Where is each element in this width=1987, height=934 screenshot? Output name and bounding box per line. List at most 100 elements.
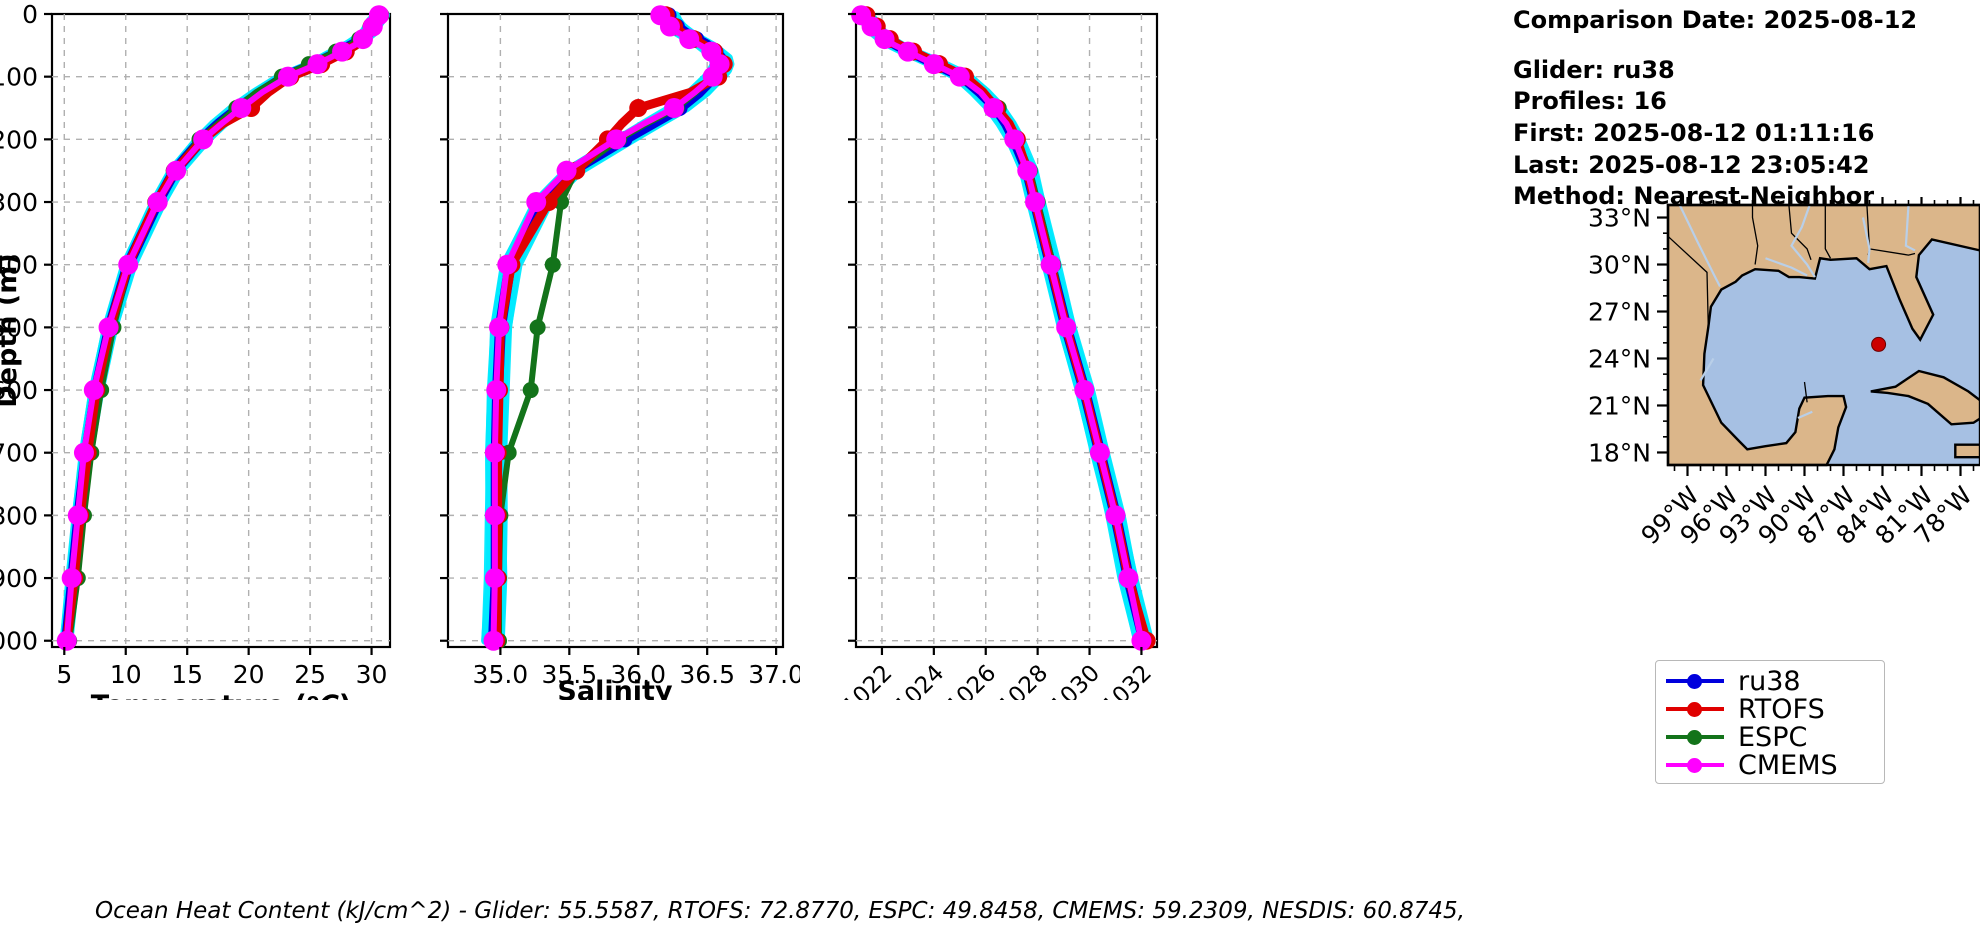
series-marker-cmems [277, 66, 298, 87]
series-marker-cmems [1131, 630, 1152, 651]
x-tick-label: 1030 [1045, 660, 1105, 700]
axis-title-superscript: o [307, 690, 319, 700]
series-marker-cmems [484, 505, 505, 526]
series-marker-cmems [61, 568, 82, 589]
comparison-date-text: Comparison Date: 2025-08-12 [1513, 6, 1918, 34]
glider-location-marker [1871, 336, 1887, 352]
y-tick-label: 300 [0, 188, 38, 217]
map-y-tick-label: 21°N [1588, 391, 1651, 420]
legend: ru38 RTOFS ESPC CMEMS [1655, 660, 1885, 784]
series-marker-cmems [497, 254, 518, 275]
map-river [1797, 410, 1813, 420]
map-state-border [1667, 235, 1709, 328]
y-tick-label: 100 [0, 63, 38, 92]
x-tick-label: 1022 [838, 660, 898, 700]
last-timestamp-text: Last: 2025-08-12 23:05:42 [1513, 150, 1870, 179]
series-marker-cmems [949, 66, 970, 87]
series-marker-cmems [486, 380, 507, 401]
plot-frame [50, 12, 392, 649]
x-tick-label: 10 [110, 660, 142, 689]
spacer [1513, 37, 1917, 55]
series-marker-cmems [484, 568, 505, 589]
map-river [1861, 217, 1871, 264]
series-marker-cmems [166, 160, 187, 181]
series-marker-cmems [83, 380, 104, 401]
map-y-tick-label: 27°N [1588, 298, 1651, 327]
y-axis-title: Depth (m) [0, 253, 23, 407]
legend-label-espc: ESPC [1738, 721, 1808, 753]
series-marker-cmems [332, 41, 353, 62]
series-marker-cmems [1025, 192, 1046, 213]
series-marker-cmems [606, 129, 627, 150]
legend-item-cmems[interactable]: CMEMS [1666, 751, 1874, 779]
series-marker-cmems [489, 317, 510, 338]
glider-profile-line [864, 11, 1155, 645]
first-timestamp-text: First: 2025-08-12 01:11:16 [1513, 119, 1875, 148]
map-landmass [1870, 369, 1980, 426]
series-marker-espc [522, 382, 539, 399]
legend-item-rtofs[interactable]: RTOFS [1666, 695, 1874, 723]
axis-title-part: ) [339, 690, 351, 700]
map-river [1904, 204, 1916, 252]
glider-name-text: Glider: ru38 [1513, 55, 1675, 84]
y-tick-label: 900 [0, 564, 38, 593]
y-tick-label: 800 [0, 501, 38, 530]
series-marker-cmems [1056, 317, 1077, 338]
series-marker-cmems [193, 129, 214, 150]
map-state-border [1803, 381, 1808, 403]
y-tick-label: 400 [0, 251, 38, 280]
series-marker-cmems [1004, 129, 1025, 150]
series-marker-cmems [923, 54, 944, 75]
profiles-count-text: Profiles: 16 [1513, 87, 1667, 116]
series-marker-cmems [556, 160, 577, 181]
x-tick-label: 30 [356, 660, 388, 689]
series-marker-espc [544, 256, 561, 273]
map-landmass [1666, 203, 1980, 467]
metadata-info-block: Comparison Date: 2025-08-12 Glider: ru38… [1513, 5, 1917, 213]
series-marker-cmems [1089, 442, 1110, 463]
map-state-border [1824, 205, 1832, 259]
map-y-tick-label: 18°N [1588, 438, 1651, 467]
series-marker-cmems [1105, 505, 1126, 526]
map-river [1699, 357, 1715, 381]
series-marker-cmems [1074, 380, 1095, 401]
salinity-profile-panel: 35.0 35.5 36.0 36.5 37.0 Salinity [440, 5, 800, 700]
axis-title-part: Temperature ( [91, 690, 307, 700]
x-tick-label: 1026 [942, 660, 1002, 700]
location-map-panel: 33°N30°N27°N24°N21°N18°N99°W96°W93°W90°W… [1588, 197, 1980, 550]
series-marker-cmems [702, 66, 723, 87]
series-marker-cmems [874, 29, 895, 50]
x-tick-label: 5 [56, 660, 72, 689]
series-marker-rtofs [629, 99, 648, 118]
map-state-border [1751, 205, 1759, 265]
series-marker-cmems [861, 16, 882, 37]
series-marker-cmems [307, 54, 328, 75]
y-tick-label: 1000 [0, 627, 38, 656]
legend-marker-cmems [1666, 755, 1724, 775]
plot-frame [854, 12, 1159, 649]
map-frame [1666, 203, 1980, 467]
map-river [1790, 204, 1816, 278]
series-marker-cmems [67, 505, 88, 526]
legend-item-espc[interactable]: ESPC [1666, 723, 1874, 751]
series-marker-cmems [484, 442, 505, 463]
map-y-tick-label: 33°N [1588, 204, 1651, 233]
density-profile-panel: 102210241026102810301032Density (kg m-3) [838, 5, 1159, 700]
map-state-border [1788, 204, 1812, 261]
series-marker-cmems [526, 192, 547, 213]
ocean-heat-content-caption: Ocean Heat Content (kJ/cm^2) - Glider: 5… [94, 898, 1465, 924]
x-tick-label: 36.5 [679, 660, 735, 689]
series-marker-cmems [659, 16, 680, 37]
map-river [1765, 257, 1808, 277]
series-marker-cmems [231, 98, 252, 119]
legend-marker-ru38 [1666, 671, 1724, 691]
y-tick-label: 700 [0, 439, 38, 468]
x-axis-title: Temperature (oC) [91, 690, 352, 700]
map-landmass [1954, 443, 1980, 459]
legend-item-ru38[interactable]: ru38 [1666, 667, 1874, 695]
series-marker-cmems [73, 442, 94, 463]
map-y-tick-label: 24°N [1588, 344, 1651, 373]
y-tick-label: 0 [22, 0, 38, 29]
x-tick-label: 35.5 [541, 660, 597, 689]
map-y-tick-label: 30°N [1588, 251, 1651, 280]
